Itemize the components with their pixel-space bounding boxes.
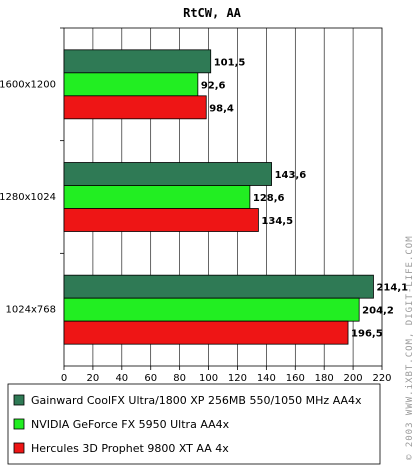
data-label: 214,1	[376, 283, 408, 294]
x-tick-label: 160	[286, 373, 305, 384]
legend-label: Gainward CoolFX Ultra/1800 XP 256MB 550/…	[31, 394, 362, 407]
x-tick-label: 100	[199, 373, 218, 384]
data-label: 196,5	[351, 329, 383, 340]
bar	[63, 320, 349, 345]
x-tick-label: 20	[87, 373, 100, 384]
data-label: 143,6	[275, 170, 307, 181]
bar	[63, 95, 207, 120]
y-axis: 1600x1200 1280x1024 1024x768	[0, 27, 64, 316]
watermark: © 2003 WWW.iXBT.COM, DIGIT-LIFE.COM	[405, 235, 415, 460]
category-label: 1024x768	[6, 305, 56, 316]
legend-label: NVIDIA GeForce FX 5950 Ultra AA4x	[31, 418, 230, 431]
data-label: 204,2	[362, 306, 394, 317]
legend-swatch	[13, 394, 25, 406]
legend-box	[7, 383, 381, 465]
bar	[63, 162, 272, 186]
x-axis: 0 20 40 60 80 100 120 140 160 180 200 220	[61, 366, 392, 384]
bar	[63, 49, 212, 74]
category-label: 1600x1200	[0, 79, 56, 90]
bar	[63, 185, 251, 209]
data-label: 98,4	[209, 103, 234, 114]
legend: Gainward CoolFX Ultra/1800 XP 256MB 550/…	[13, 394, 362, 455]
data-label: 101,5	[214, 57, 246, 68]
bar	[63, 208, 259, 232]
data-label: 134,5	[261, 216, 293, 227]
legend-label: Hercules 3D Prophet 9800 XT AA 4x	[31, 442, 229, 455]
x-tick-label: 140	[257, 373, 276, 384]
x-tick-label: 220	[372, 373, 391, 384]
x-tick-label: 120	[228, 373, 247, 384]
bar	[63, 297, 360, 322]
x-tick-label: 0	[61, 373, 67, 384]
bar	[63, 274, 374, 299]
data-label: 128,6	[253, 193, 285, 204]
legend-swatch	[13, 418, 25, 430]
x-tick-label: 200	[344, 373, 363, 384]
data-label: 92,6	[201, 80, 226, 91]
bar	[63, 72, 199, 97]
x-tick-label: 80	[173, 373, 186, 384]
legend-swatch	[13, 442, 25, 454]
x-tick-label: 60	[144, 373, 157, 384]
x-tick-label: 180	[315, 373, 334, 384]
category-label: 1280x1024	[0, 192, 56, 203]
x-tick-label: 40	[115, 373, 128, 384]
bars: 101,5 92,6 98,4 143,6 128,6 134,5 214,1 204,2 19…	[63, 49, 408, 345]
chart-title: RtCW, AA	[183, 6, 242, 20]
